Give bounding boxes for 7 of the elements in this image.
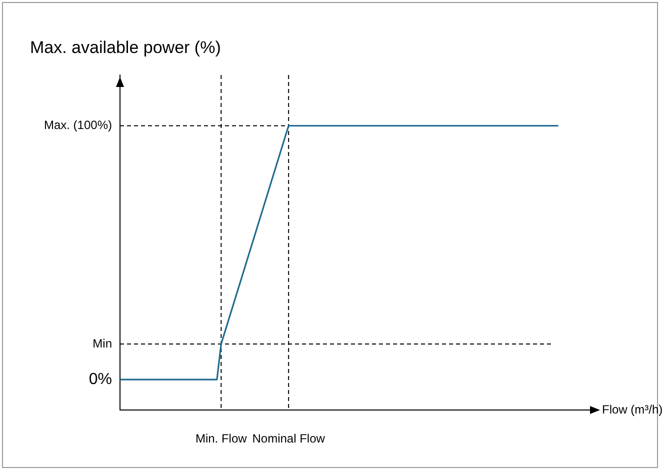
x-tick-label: Nominal Flow [252, 432, 326, 446]
y-tick-label: 0% [88, 370, 112, 388]
y-tick-label: Min [92, 336, 112, 350]
y-tick-label: Max. (100%) [44, 118, 112, 132]
x-tick-label: Min. Flow [195, 432, 248, 446]
x-axis-title: Flow (m³/h) [602, 402, 662, 416]
chart-title: Max. available power (%) [30, 38, 221, 58]
